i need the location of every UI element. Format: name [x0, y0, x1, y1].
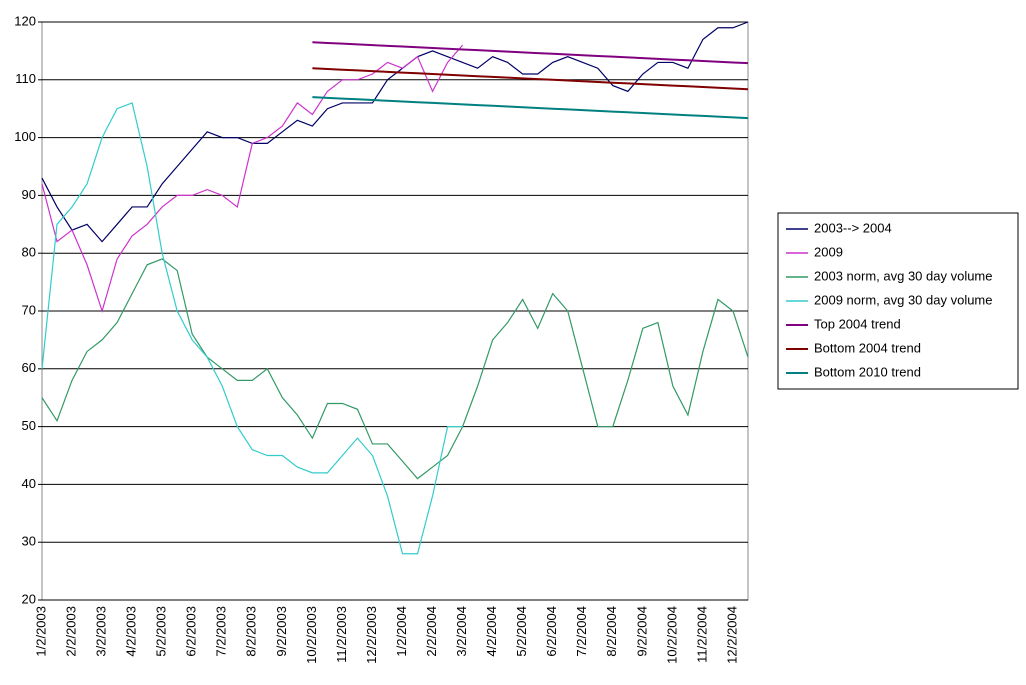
- y-tick-label: 90: [22, 187, 36, 202]
- x-tick-label: 4/2/2004: [484, 606, 499, 657]
- x-tick-label: 5/2/2003: [154, 606, 169, 657]
- y-tick-label: 40: [22, 476, 36, 491]
- legend-label: 2009 norm, avg 30 day volume: [814, 292, 993, 307]
- x-tick-label: 11/2/2004: [694, 606, 709, 663]
- legend-label: Bottom 2010 trend: [814, 364, 921, 379]
- x-tick-label: 3/2/2003: [94, 606, 109, 657]
- y-tick-label: 110: [15, 71, 36, 86]
- series-line: [41, 102, 463, 555]
- series-line: [41, 44, 464, 314]
- legend-label: 2003 norm, avg 30 day volume: [814, 268, 993, 283]
- series-line: [312, 96, 749, 120]
- x-tick-label: 1/2/2003: [33, 606, 48, 657]
- y-tick-label: 100: [14, 129, 36, 144]
- x-tick-label: 12/2/2004: [724, 606, 739, 664]
- series-line: [41, 21, 749, 243]
- x-tick-label: 12/2/2003: [364, 606, 379, 664]
- legend-label: 2003--> 2004: [814, 220, 892, 235]
- x-tick-label: 6/2/2003: [184, 606, 199, 657]
- y-tick-label: 50: [22, 418, 36, 433]
- x-tick-label: 2/2/2004: [424, 606, 439, 657]
- x-tick-label: 7/2/2003: [214, 606, 229, 657]
- x-tick-label: 10/2/2004: [664, 606, 679, 664]
- y-tick-label: 70: [22, 302, 36, 317]
- x-tick-label: 8/2/2004: [604, 606, 619, 657]
- y-tick-label: 20: [22, 591, 36, 606]
- y-tick-label: 80: [22, 245, 36, 260]
- x-tick-label: 2/2/2003: [63, 606, 78, 657]
- x-tick-label: 6/2/2004: [544, 606, 559, 657]
- x-tick-label: 1/2/2004: [394, 606, 409, 657]
- legend-label: 2009: [814, 244, 843, 259]
- x-tick-label: 4/2/2003: [124, 606, 139, 657]
- legend-label: Top 2004 trend: [814, 316, 901, 331]
- series-line: [41, 258, 749, 480]
- x-tick-label: 8/2/2003: [244, 606, 259, 657]
- series-line: [312, 41, 749, 65]
- x-tick-label: 10/2/2003: [304, 606, 319, 664]
- x-tick-label: 9/2/2004: [634, 606, 649, 657]
- y-tick-label: 30: [22, 534, 36, 549]
- legend-box: [777, 212, 1019, 390]
- y-tick-label: 60: [22, 360, 36, 375]
- legend-label: Bottom 2004 trend: [814, 340, 921, 355]
- x-tick-label: 9/2/2003: [274, 606, 289, 657]
- series-line: [312, 67, 749, 91]
- x-tick-label: 7/2/2004: [574, 606, 589, 657]
- x-tick-label: 5/2/2004: [514, 606, 529, 657]
- y-tick-label: 120: [14, 13, 36, 28]
- x-tick-label: 3/2/2004: [454, 606, 469, 657]
- x-tick-label: 11/2/2003: [334, 606, 349, 663]
